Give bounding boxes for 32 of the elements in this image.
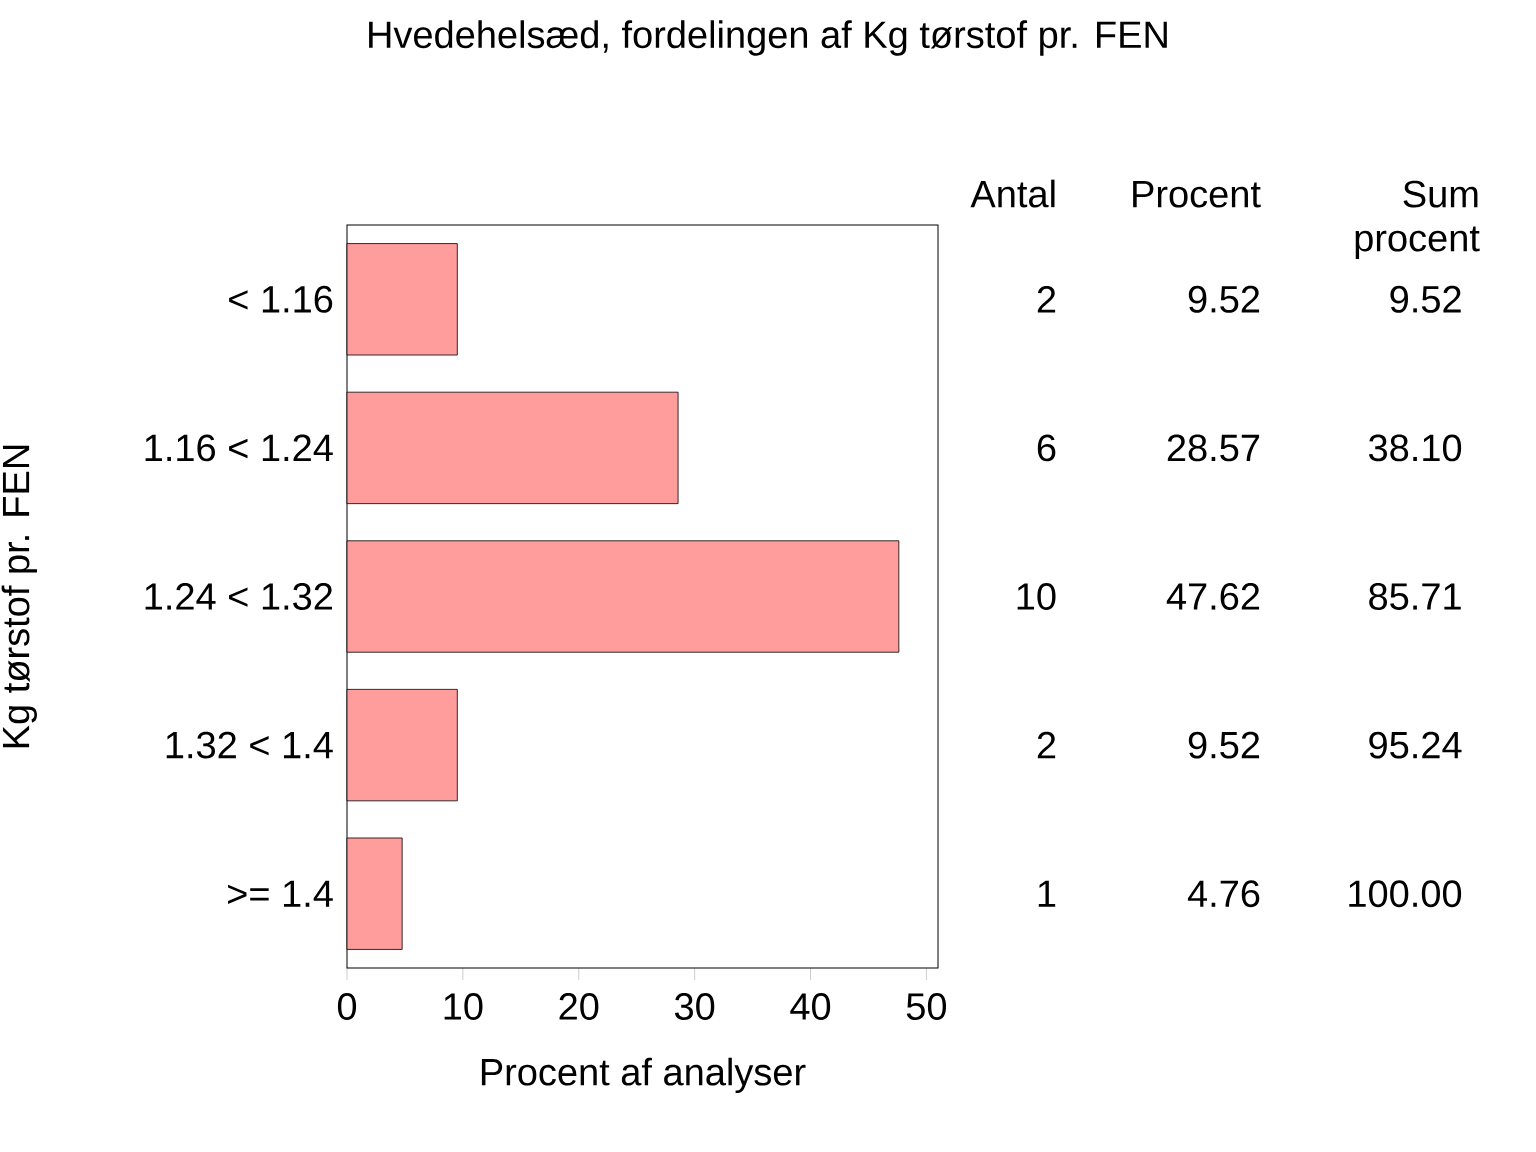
text: 4.76 [1187,880,1260,908]
text: 47.62 [1166,583,1260,610]
x-tick-label: 40 [790,993,831,1020]
text: 1 [1038,880,1056,907]
y-axis-title: Kg tørstof pr. FEN [1,445,37,748]
text: 2 [1037,731,1056,759]
x-tick-label: 50 [906,993,947,1020]
text: 28.57 [1167,434,1260,462]
text: Sum procent [1355,180,1480,260]
text: 6 [1037,434,1056,462]
text: Procent [1133,181,1261,208]
text: 2 [1037,286,1056,313]
x-axis-title: Procent af analyser [481,1057,806,1094]
y-tick-label: >= 1.4 [228,880,333,907]
text: 38.10 [1368,434,1462,462]
text: 85.71 [1369,583,1461,610]
text: 100.00 [1349,880,1462,908]
text: Antal [970,179,1055,208]
text: 95.24 [1369,731,1462,759]
y-tick-label: < 1.16 [229,285,333,313]
x-tick-label: 10 [444,993,483,1020]
x-tick-label: 0 [337,993,357,1020]
x-tick-label: 20 [559,993,599,1020]
y-tick-label: 1.24 < 1.32 [145,583,332,610]
y-tick-label: 1.32 < 1.4 [166,731,333,759]
text: 9.52 [1188,731,1260,759]
chart-title: Hvedehelsæd, fordelingen af Kg tørstof pr. FEN [369,20,1167,56]
x-tick-label: 30 [674,993,715,1020]
text: 9.52 [1390,285,1461,313]
y-tick-label: 1.16 < 1.24 [145,434,333,462]
text: 10 [1017,583,1056,610]
text: 9.52 [1188,285,1260,313]
